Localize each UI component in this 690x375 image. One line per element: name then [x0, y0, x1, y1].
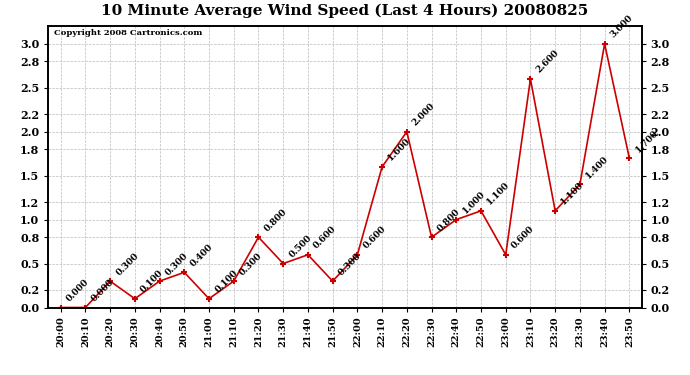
Text: 0.800: 0.800 [263, 207, 289, 233]
Text: 1.000: 1.000 [460, 189, 486, 216]
Text: 1.700: 1.700 [633, 128, 660, 154]
Text: 0.800: 0.800 [435, 207, 462, 233]
Text: 0.300: 0.300 [238, 251, 264, 277]
Text: 0.300: 0.300 [337, 251, 363, 277]
Text: 0.000: 0.000 [90, 278, 115, 303]
Text: 1.600: 1.600 [386, 136, 413, 163]
Text: 0.600: 0.600 [510, 224, 536, 251]
Text: 1.100: 1.100 [560, 180, 586, 207]
Text: 0.300: 0.300 [115, 251, 141, 277]
Text: 0.500: 0.500 [287, 233, 313, 260]
Text: 3.000: 3.000 [609, 13, 635, 40]
Text: 2.000: 2.000 [411, 102, 437, 128]
Text: 0.400: 0.400 [188, 242, 215, 268]
Text: 1.100: 1.100 [485, 180, 511, 207]
Text: 0.000: 0.000 [65, 278, 91, 303]
Text: Copyright 2008 Cartronics.com: Copyright 2008 Cartronics.com [55, 29, 203, 37]
Text: 0.300: 0.300 [164, 251, 190, 277]
Text: 1.400: 1.400 [584, 154, 611, 180]
Text: 2.600: 2.600 [535, 49, 561, 75]
Text: 0.100: 0.100 [139, 268, 165, 294]
Text: 10 Minute Average Wind Speed (Last 4 Hours) 20080825: 10 Minute Average Wind Speed (Last 4 Hou… [101, 4, 589, 18]
Text: 0.600: 0.600 [312, 224, 338, 251]
Text: 0.600: 0.600 [362, 224, 388, 251]
Text: 0.100: 0.100 [213, 268, 239, 294]
